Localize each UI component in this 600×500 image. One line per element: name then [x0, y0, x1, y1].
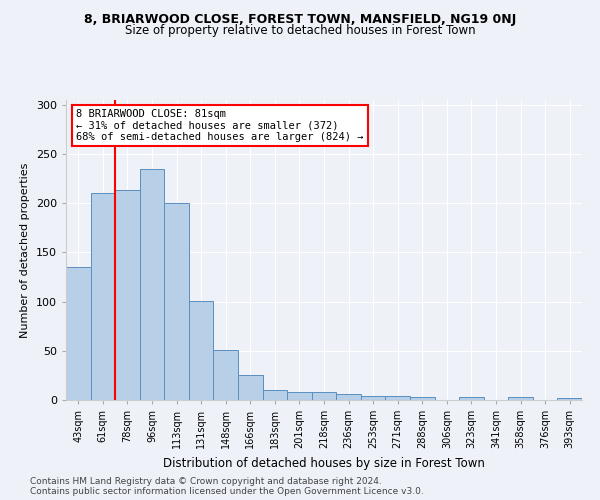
Bar — [287, 392, 312, 400]
Bar — [410, 397, 434, 400]
Text: Contains HM Land Registry data © Crown copyright and database right 2024.: Contains HM Land Registry data © Crown c… — [30, 478, 382, 486]
Bar — [189, 300, 214, 400]
Bar — [557, 398, 582, 400]
Bar — [385, 396, 410, 400]
Text: 8 BRIARWOOD CLOSE: 81sqm
← 31% of detached houses are smaller (372)
68% of semi-: 8 BRIARWOOD CLOSE: 81sqm ← 31% of detach… — [76, 109, 364, 142]
Text: Contains public sector information licensed under the Open Government Licence v3: Contains public sector information licen… — [30, 488, 424, 496]
Bar — [336, 394, 361, 400]
Bar — [91, 194, 115, 400]
Bar — [263, 390, 287, 400]
Y-axis label: Number of detached properties: Number of detached properties — [20, 162, 30, 338]
Bar — [508, 397, 533, 400]
Bar — [164, 204, 189, 400]
Bar — [238, 376, 263, 400]
Text: 8, BRIARWOOD CLOSE, FOREST TOWN, MANSFIELD, NG19 0NJ: 8, BRIARWOOD CLOSE, FOREST TOWN, MANSFIE… — [84, 12, 516, 26]
Bar — [140, 169, 164, 400]
Bar — [312, 392, 336, 400]
Bar — [115, 190, 140, 400]
Bar — [214, 350, 238, 400]
Bar — [459, 397, 484, 400]
Bar — [66, 267, 91, 400]
X-axis label: Distribution of detached houses by size in Forest Town: Distribution of detached houses by size … — [163, 456, 485, 469]
Text: Size of property relative to detached houses in Forest Town: Size of property relative to detached ho… — [125, 24, 475, 37]
Bar — [361, 396, 385, 400]
